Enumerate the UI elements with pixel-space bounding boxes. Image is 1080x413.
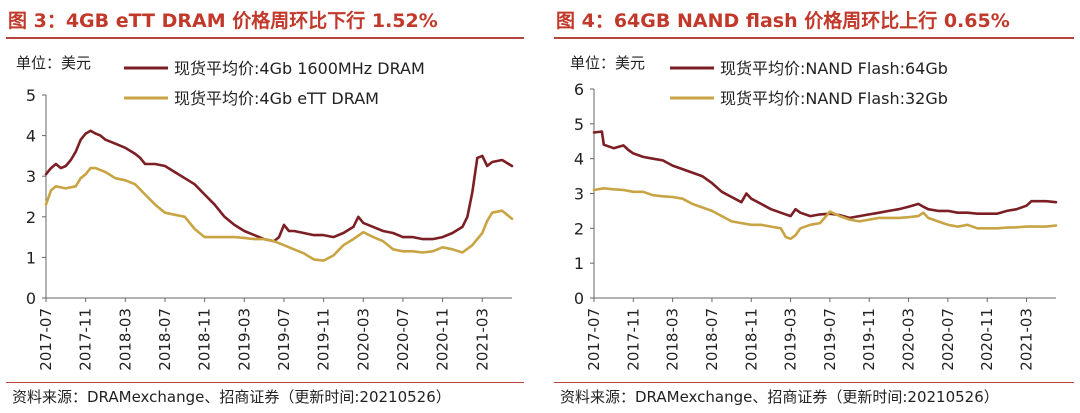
series-line-primary — [44, 129, 514, 243]
x-tick-label: 2018-11 — [742, 308, 760, 371]
x-tick-label: 2019-11 — [315, 308, 333, 371]
x-tick-label: 2019-03 — [235, 308, 253, 371]
y-tick-label: 5 — [26, 86, 36, 105]
title-rule — [6, 37, 524, 39]
x-tick-label: 2021-03 — [1018, 308, 1036, 371]
x-tick-label: 2020-07 — [394, 308, 412, 371]
title-rule — [554, 37, 1074, 39]
x-tick-label: 2017-11 — [624, 308, 642, 371]
y-tick-label: 3 — [574, 185, 584, 204]
x-tick-label: 2019-11 — [860, 308, 878, 371]
line-chart-dram: 0 1 2 3 4 5 2017-07 2017-11 2018-03 2018-07 2018-1… — [26, 59, 514, 371]
x-tick-label: 2018-03 — [116, 308, 134, 371]
source-note: 资料来源：DRAMexchange、招商证券（更新时间:20210526） — [560, 388, 999, 406]
series-line-secondary — [592, 187, 1058, 241]
x-tick-label: 2019-07 — [821, 308, 839, 371]
unit-label: 单位：美元 — [570, 54, 646, 72]
unit-label: 单位：美元 — [16, 54, 92, 72]
y-tick-label: 6 — [574, 80, 584, 99]
series-line-secondary — [44, 166, 514, 262]
chart-title: 图 4：64GB NAND flash 价格周环比上行 0.65% — [556, 10, 1010, 32]
x-tick-label: 2019-03 — [782, 308, 800, 371]
chart-panel-nand: 图 4：64GB NAND flash 价格周环比上行 0.65% 单位：美元 … — [548, 0, 1080, 413]
y-tick-label: 1 — [574, 254, 584, 273]
legend-label: 现货平均价:NAND Flash:32Gb — [720, 89, 948, 108]
legend-label: 现货平均价:4Gb 1600MHz DRAM — [174, 59, 425, 78]
x-tick-label: 2020-11 — [434, 308, 452, 371]
x-tick-label: 2018-11 — [196, 308, 214, 371]
x-tick-label: 2018-07 — [156, 308, 174, 371]
y-tick-label: 5 — [574, 115, 584, 134]
x-tick-label: 2018-07 — [703, 308, 721, 371]
y-tick-label: 2 — [26, 208, 36, 227]
source-rule — [6, 382, 524, 383]
y-tick-label: 2 — [574, 219, 584, 238]
x-tick-label: 2020-07 — [939, 308, 957, 371]
source-note: 资料来源：DRAMexchange、招商证券（更新时间:20210526） — [12, 388, 451, 406]
x-tick-label: 2020-03 — [900, 308, 918, 371]
legend-label: 现货平均价:NAND Flash:64Gb — [720, 59, 948, 78]
x-tick-label: 2018-03 — [664, 308, 682, 371]
y-tick-label: 4 — [26, 127, 36, 146]
source-rule — [554, 382, 1074, 383]
chart-panel-dram: 图 3：4GB eTT DRAM 价格周环比下行 1.52% 单位：美元 0 1 2… — [0, 0, 530, 413]
y-tick-label: 4 — [574, 150, 584, 169]
chart-title: 图 3：4GB eTT DRAM 价格周环比下行 1.52% — [8, 10, 438, 32]
legend-label: 现货平均价:4Gb eTT DRAM — [174, 89, 379, 108]
y-tick-label: 0 — [574, 289, 584, 308]
x-tick-label: 2017-11 — [77, 308, 95, 371]
y-tick-label: 1 — [26, 248, 36, 267]
x-tick-label: 2017-07 — [585, 308, 603, 371]
x-tick-label: 2020-03 — [354, 308, 372, 371]
x-tick-label: 2017-07 — [37, 308, 55, 371]
x-tick-label: 2020-11 — [978, 308, 996, 371]
x-tick-label: 2021-03 — [473, 308, 491, 371]
line-chart-nand: 0 1 2 3 4 5 6 2017-07 2017-11 2018-03 2018-07 2018-… — [574, 59, 1058, 371]
y-tick-label: 3 — [26, 167, 36, 186]
series-line-primary — [592, 130, 1058, 220]
x-tick-label: 2019-07 — [275, 308, 293, 371]
y-tick-label: 0 — [26, 289, 36, 308]
